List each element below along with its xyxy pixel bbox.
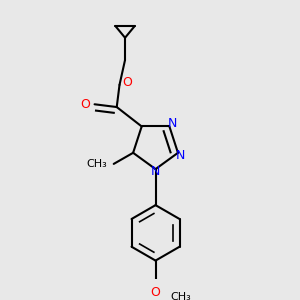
Text: O: O — [151, 286, 160, 298]
Text: CH₃: CH₃ — [86, 159, 107, 169]
Text: CH₃: CH₃ — [171, 292, 191, 300]
Text: N: N — [151, 165, 160, 178]
Text: O: O — [80, 98, 90, 111]
Text: N: N — [176, 149, 185, 162]
Text: N: N — [167, 117, 177, 130]
Text: O: O — [122, 76, 132, 88]
